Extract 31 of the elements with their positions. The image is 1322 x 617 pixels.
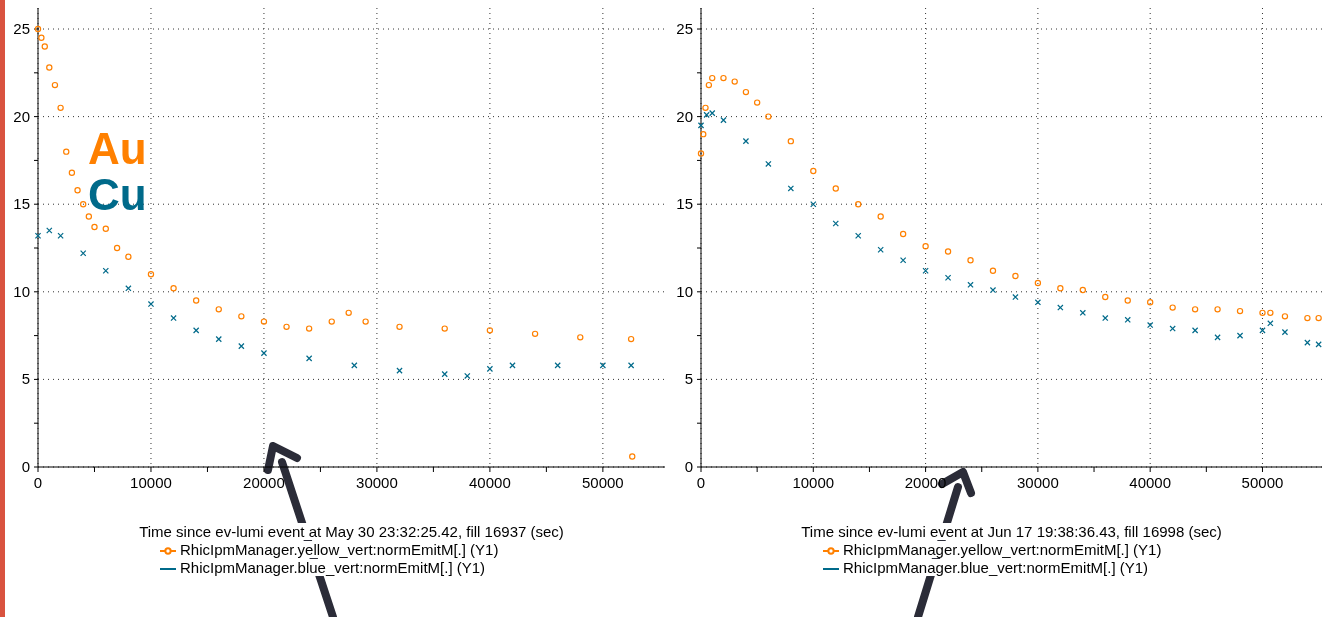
y-tick-label: 15 <box>13 195 30 213</box>
x-tick-label: 40000 <box>469 474 511 491</box>
y-tick-label: 20 <box>676 107 693 125</box>
y-tick-label: 10 <box>13 282 30 300</box>
y-tick-label: 5 <box>684 370 693 388</box>
x-tick-label: 10000 <box>792 474 835 491</box>
y-tick-label: 15 <box>676 195 693 213</box>
x-tick-label: 50000 <box>1241 474 1284 491</box>
y-tick-label: 25 <box>13 20 30 38</box>
legend-label: RhicIpmManager.yellow_vert:normEmitM[.] (Y1) <box>843 541 1162 558</box>
y-tick-label: 20 <box>13 107 30 125</box>
y-tick-label: 5 <box>21 370 30 388</box>
y-tick-label: 0 <box>684 458 693 475</box>
y-tick-label: 25 <box>676 20 693 38</box>
annotation: Cu <box>88 170 147 219</box>
y-tick-label: 10 <box>676 282 693 300</box>
x-tick-label: 30000 <box>1017 474 1059 491</box>
x-tick-label: 40000 <box>1129 474 1172 491</box>
legend-label: RhicIpmManager.yellow_vert:normEmitM[.] (Y1) <box>180 541 499 558</box>
annotation: Au <box>88 124 147 173</box>
x-tick-label: 30000 <box>356 474 398 491</box>
y-tick-label: 0 <box>21 458 30 475</box>
legend-label: RhicIpmManager.blue_vert:normEmitM[.] (Y1) <box>180 559 486 577</box>
x-tick-label: 0 <box>33 474 43 491</box>
legend-label: RhicIpmManager.blue_vert:normEmitM[.] (Y1) <box>843 559 1149 577</box>
x-tick-label: 50000 <box>582 474 624 491</box>
x-axis-title: Time since ev-lumi event at May 30 23:32:25.42, fill 16937 (sec) <box>139 523 564 540</box>
x-tick-label: 10000 <box>130 474 172 491</box>
x-tick-label: 20000 <box>243 474 285 491</box>
x-tick-label: 0 <box>696 474 706 491</box>
x-axis-title: Time since ev-lumi event at Jun 17 19:38:36.43, fill 16998 (sec) <box>801 523 1222 540</box>
